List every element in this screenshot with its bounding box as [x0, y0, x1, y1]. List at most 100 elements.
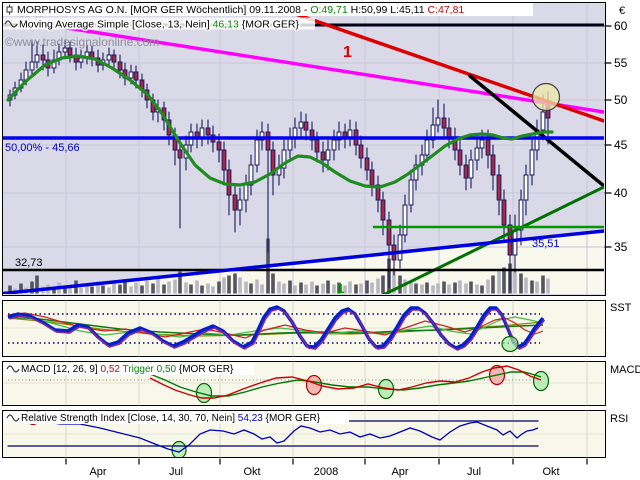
time-axis-label: 2008 — [314, 466, 338, 478]
wave-marker-green-1: 1 — [337, 281, 344, 296]
candle-up — [529, 149, 535, 176]
volume-bar — [260, 284, 264, 294]
candle-down — [314, 139, 320, 153]
title-close: C:47,81 — [427, 4, 464, 16]
volume-bar — [195, 280, 199, 294]
candle-up — [523, 174, 529, 201]
ma-label-strip — [3, 17, 315, 30]
candle-up — [424, 139, 430, 156]
volume-bar — [354, 284, 358, 294]
volume-bar — [403, 279, 407, 294]
volume-bar — [140, 285, 144, 294]
candle-down — [496, 174, 502, 201]
volume-bar — [90, 286, 94, 294]
volume-bar — [497, 271, 501, 294]
candle-up — [106, 54, 112, 61]
candle-down — [117, 61, 123, 71]
rsi-label-main: Relative Strength Index [Close, 14, 30, … — [21, 413, 238, 424]
volume-bar — [519, 273, 523, 294]
macd-side-label: MACD — [610, 364, 640, 376]
candle-up — [62, 47, 68, 53]
magenta-trendline — [46, 23, 604, 114]
volume-bar — [35, 275, 39, 294]
time-axis-label: Jul — [467, 466, 481, 478]
volume-bar — [480, 285, 484, 294]
candle-down — [320, 151, 326, 161]
time-axis-label: Jul — [169, 466, 183, 478]
volume-bar — [447, 284, 451, 294]
candle-up — [281, 149, 287, 169]
ma-label-main: Moving Average Simple [Close, 13, Nein] — [19, 19, 213, 31]
axes: 60 55 50 45 40 35 Apr Jul Okt 2008 Apr Jul Okt — [65, 19, 628, 478]
macd-crossover-marker — [532, 370, 550, 392]
candle-up — [287, 137, 293, 151]
candle-down — [232, 194, 238, 211]
volume-bar — [244, 281, 248, 294]
volume-bar — [206, 283, 210, 294]
ma-label-value: 46,13 — [213, 19, 242, 31]
candle-down — [270, 149, 276, 176]
candle-up — [259, 131, 265, 141]
price-tick-label: 50 — [614, 93, 628, 107]
volume-bar — [436, 283, 440, 294]
candle-down — [485, 139, 491, 156]
macd-line — [149, 365, 542, 399]
volume-bar — [129, 286, 133, 294]
candle-down — [501, 199, 507, 226]
volume-bar — [442, 281, 446, 294]
candle-up — [540, 111, 546, 131]
volume-bar — [420, 284, 424, 294]
rsi-label-value: 54,23 — [238, 413, 266, 424]
uptrend-value-label: 35,51 — [532, 238, 560, 250]
volume-bar — [326, 280, 330, 294]
macd-crossover-marker — [305, 374, 323, 396]
candle-down — [358, 144, 364, 159]
volume-bar — [431, 285, 435, 294]
volume-bar — [282, 283, 286, 294]
volume-bar — [310, 281, 314, 294]
candle-up — [254, 139, 260, 166]
candle-down — [303, 121, 309, 131]
candle-up — [34, 54, 40, 63]
blue-uptrend-line — [3, 229, 604, 294]
volume-bar — [491, 275, 495, 294]
price-tick-label: 55 — [614, 56, 628, 70]
candle-down — [463, 164, 469, 179]
candle-down — [67, 47, 73, 56]
volume-bar — [458, 280, 462, 294]
time-axis-label: Okt — [542, 466, 559, 478]
volume-bar — [8, 285, 12, 294]
candle-up — [468, 159, 474, 179]
candle-down — [111, 54, 117, 63]
moving-average-line — [6, 54, 554, 189]
highlight-circle — [531, 82, 561, 112]
candle-up — [397, 234, 403, 261]
volume-bar — [513, 269, 517, 294]
candle-down — [226, 169, 232, 196]
candle-up — [29, 61, 35, 71]
volume-bar — [502, 267, 506, 294]
volume-bar — [151, 283, 155, 294]
candle-down — [380, 199, 386, 221]
main-gridlines — [3, 3, 604, 294]
volume-bar — [348, 281, 352, 294]
volume-bar — [464, 283, 468, 294]
volume-bar — [52, 287, 56, 294]
candle-up — [331, 139, 337, 151]
volume-bar — [173, 279, 177, 294]
candle-up — [512, 229, 518, 256]
candle-up — [408, 179, 414, 206]
volume-bar — [156, 277, 160, 294]
wave-marker-red-1: 1 — [343, 44, 352, 61]
candle-down — [375, 184, 381, 201]
candle-up — [402, 204, 408, 236]
chart-title: MORPHOSYS AG O.N. [MOR GER Wöchentlich] … — [17, 4, 464, 16]
volume-bar — [486, 279, 490, 294]
ma-line — [6, 54, 554, 189]
volume-bar — [370, 282, 374, 294]
volume-bar — [425, 282, 429, 294]
candle-down — [386, 219, 392, 246]
volume-bar — [222, 277, 226, 294]
volume-bar — [337, 282, 341, 294]
